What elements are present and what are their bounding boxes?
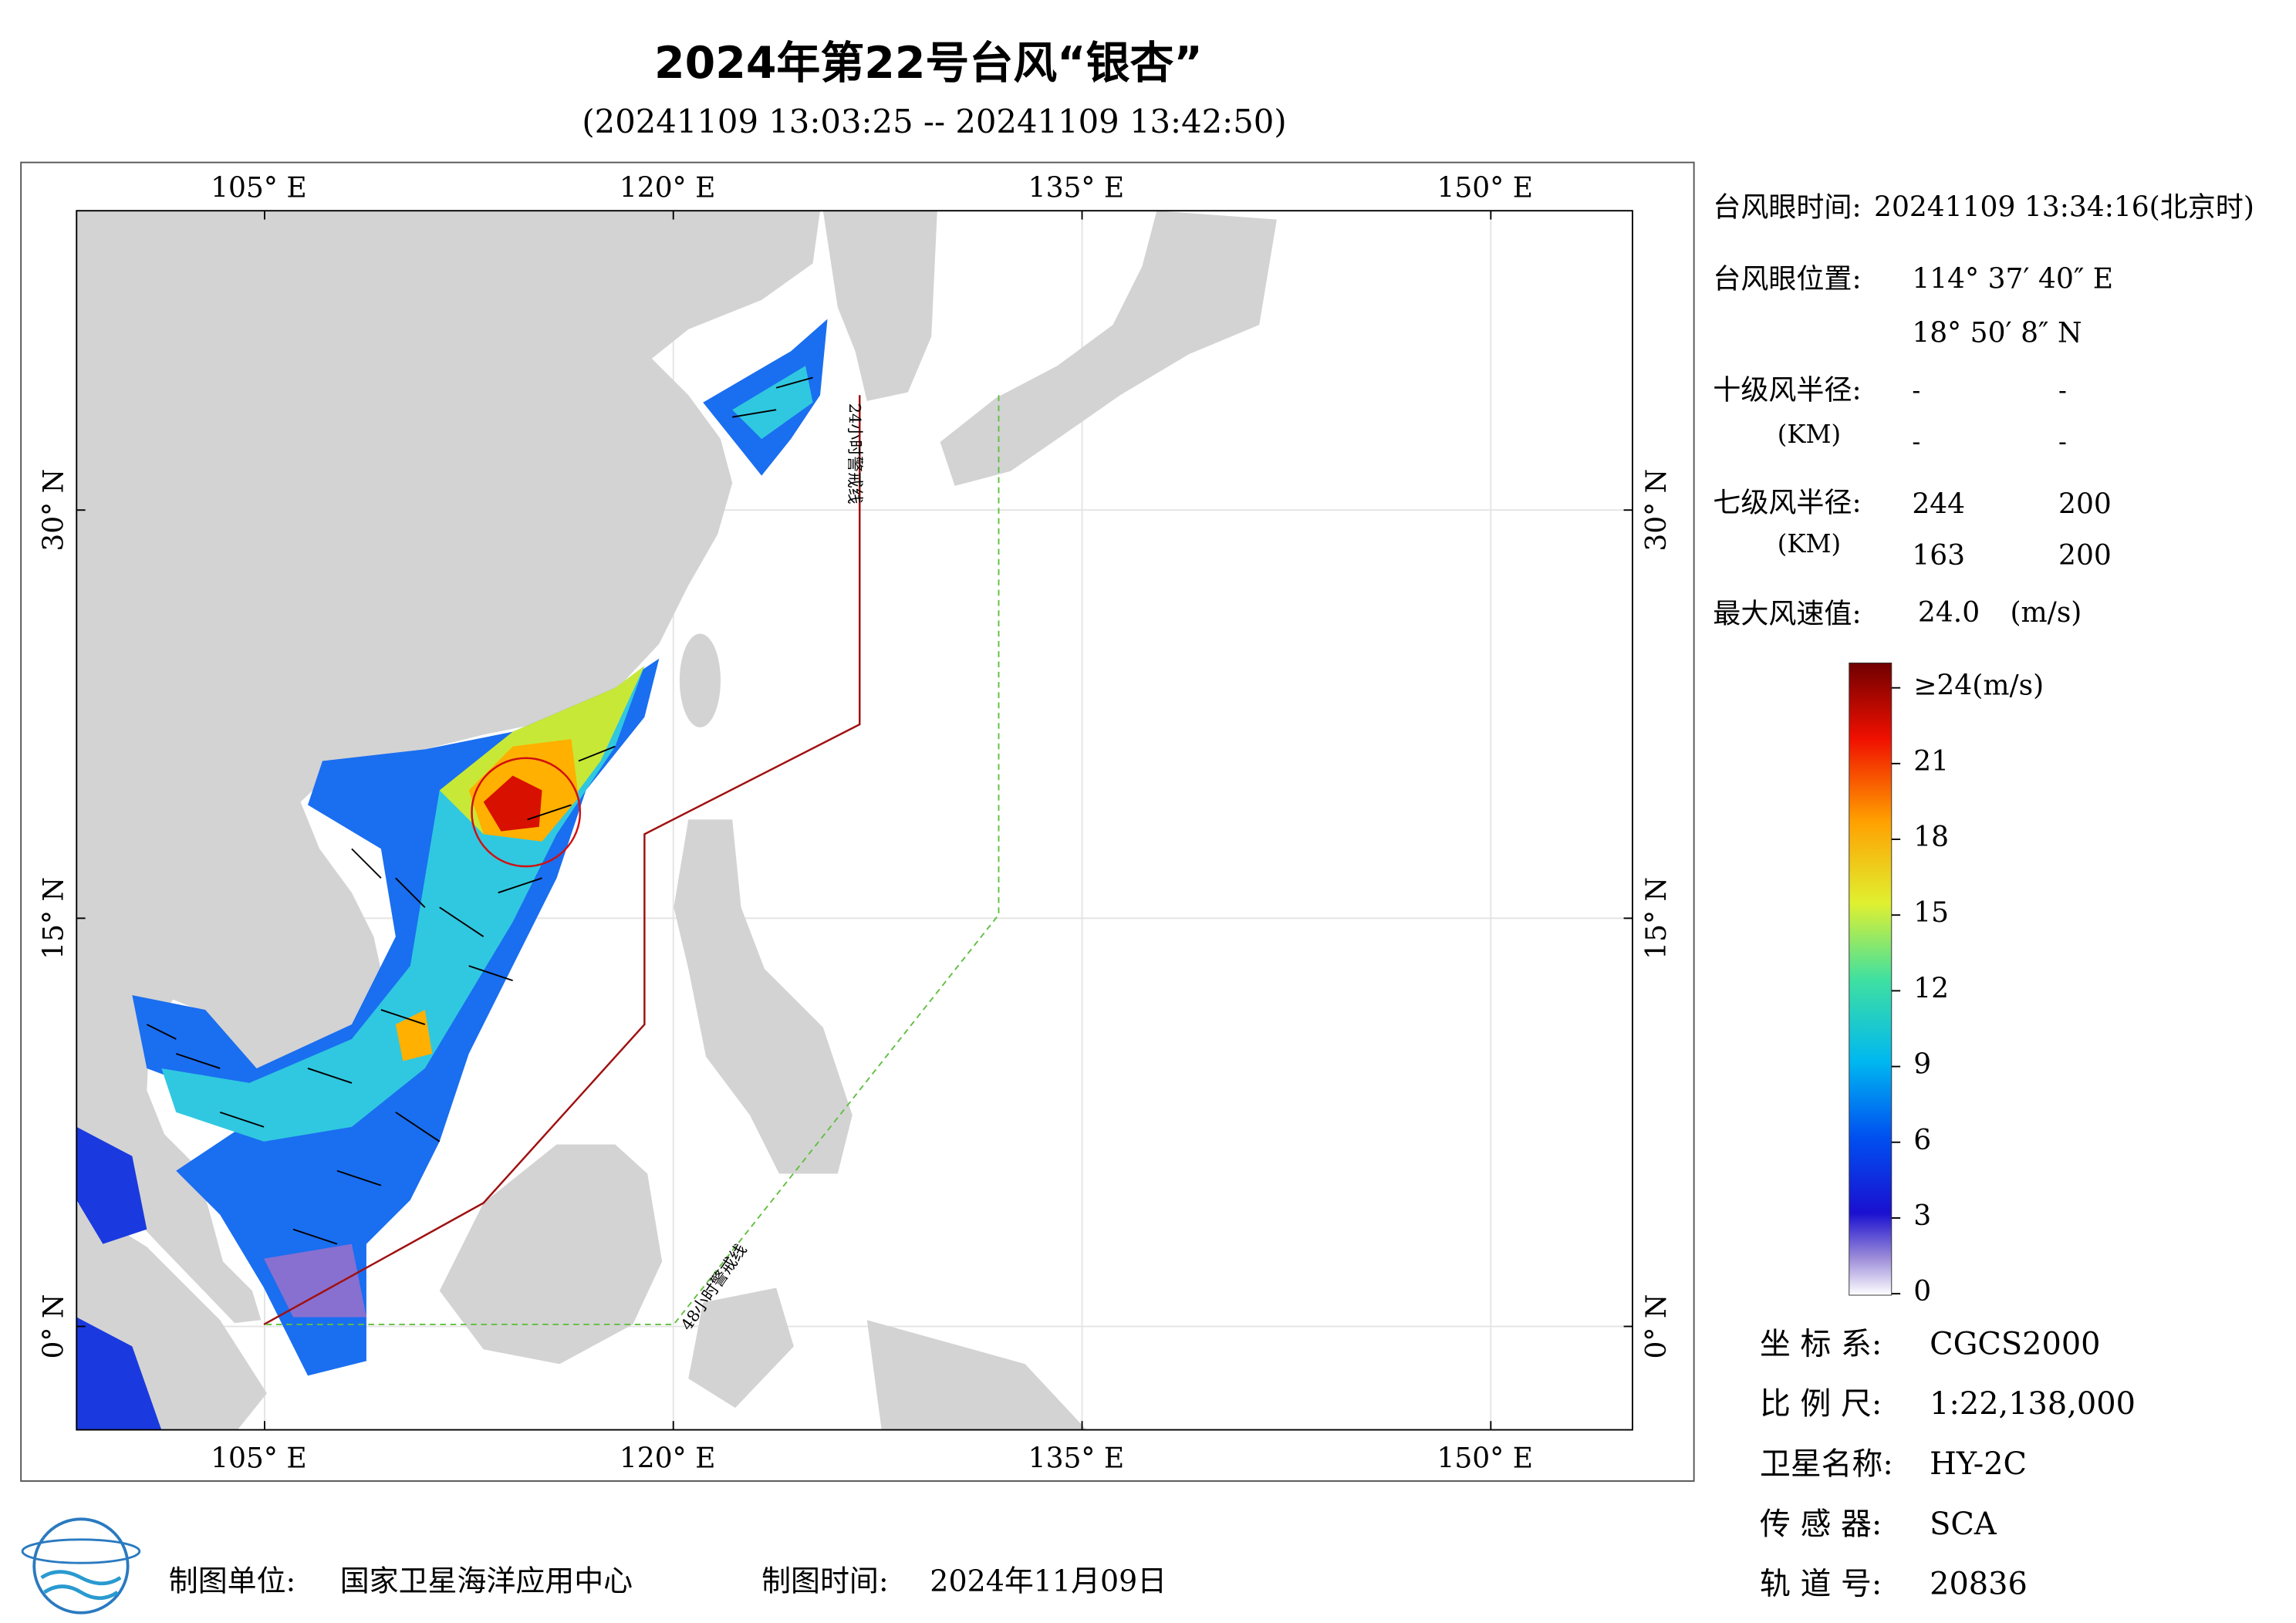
title: 2024年第22号台风“银杏” — [654, 38, 1203, 89]
subtitle: (20241109 13:03:25 -- 20241109 13:42:50) — [582, 103, 1286, 140]
y-tick-label: 15° N — [1641, 877, 1673, 960]
warning-line-24h — [263, 395, 861, 1326]
eye-lat: 18° 50′ 8″ N — [1912, 317, 2082, 349]
r7-unit: (KM) — [1778, 529, 1841, 558]
meta-label: 轨 道 号: — [1760, 1567, 1882, 1602]
colorbar-label: 6 — [1913, 1125, 1931, 1156]
r10-value: - — [2058, 376, 2067, 405]
footer-time: 2024年11月09日 — [930, 1564, 1167, 1598]
x-tick-label: 120° E — [620, 173, 716, 204]
max-wind-unit: (m/s) — [2010, 597, 2082, 629]
footer-time-label: 制图时间: — [761, 1564, 889, 1598]
meta-label: 比 例 尺: — [1760, 1386, 1882, 1422]
eye-position-label: 台风眼位置: — [1713, 263, 1861, 295]
r10-value: - — [2058, 427, 2067, 456]
colorbar-label: 18 — [1913, 822, 1949, 853]
r7-value: 244 — [1912, 488, 1965, 520]
meta-label: 传 感 器: — [1760, 1507, 1882, 1542]
colorbar-label: 0 — [1913, 1276, 1931, 1308]
colorbar-label: 21 — [1913, 746, 1949, 778]
eye-lon: 114° 37′ 40″ E — [1912, 263, 2113, 295]
map-border — [76, 210, 1633, 1431]
frame — [20, 161, 1695, 1482]
meta-value: 20836 — [1930, 1567, 2028, 1602]
max-wind-label: 最大风速值: — [1713, 599, 1861, 630]
x-tick-label: 150° E — [1437, 173, 1533, 204]
meta-value: 1:22,138,000 — [1930, 1386, 2136, 1422]
meta-label: 坐 标 系: — [1760, 1326, 1882, 1361]
max-wind: 24.0 — [1918, 597, 1980, 629]
x-tick-label: 120° E — [620, 1442, 716, 1474]
r7-value: 200 — [2058, 488, 2112, 520]
r10-value: - — [1912, 376, 1920, 405]
colorbar-label: 15 — [1913, 897, 1949, 929]
footer-unit-label: 制图单位: — [169, 1564, 296, 1598]
warning-line-48h — [264, 395, 1000, 1325]
x-tick-label: 135° E — [1028, 1442, 1125, 1474]
warning-label-24h: 24小时警戒线 — [846, 403, 864, 504]
y-tick-label: 0° N — [39, 1294, 70, 1359]
x-tick-label: 150° E — [1437, 1442, 1533, 1474]
x-tick-label: 105° E — [211, 173, 307, 204]
typhoon-radius — [471, 757, 582, 868]
r10-value: - — [1912, 427, 1920, 456]
wind-field — [76, 319, 828, 1430]
colorbar-label: ≥24(m/s) — [1913, 670, 2044, 702]
meta-value: SCA — [1930, 1507, 1997, 1542]
r7-value: 200 — [2058, 540, 2112, 572]
x-tick-label: 105° E — [211, 1442, 307, 1474]
meta-value: CGCS2000 — [1930, 1326, 2100, 1361]
y-tick-label: 30° N — [39, 469, 70, 552]
r7-label: 七级风半径: — [1713, 488, 1861, 519]
r10-label: 十级风半径: — [1713, 374, 1861, 406]
eye-time-label: 台风眼时间: — [1713, 191, 1861, 223]
footer-unit: 国家卫星海洋应用中心 — [340, 1564, 633, 1598]
x-tick-label: 135° E — [1028, 173, 1125, 204]
r10-unit: (KM) — [1778, 420, 1841, 449]
y-tick-label: 0° N — [1641, 1294, 1673, 1359]
r7-value: 163 — [1912, 540, 1965, 572]
logo — [21, 1517, 141, 1615]
eye-time: 20241109 13:34:16(北京时) — [1874, 191, 2254, 223]
map-area: 24小时警戒线 48小时警戒线 — [76, 211, 1633, 1430]
colorbar-label: 12 — [1913, 973, 1949, 1004]
colorbar-label: 9 — [1913, 1049, 1931, 1081]
meta-label: 卫星名称: — [1760, 1446, 1893, 1482]
meta-value: HY-2C — [1930, 1446, 2027, 1482]
y-tick-label: 30° N — [1641, 469, 1673, 552]
colorbar-label: 3 — [1913, 1200, 1931, 1232]
y-tick-label: 15° N — [39, 877, 70, 960]
colorbar — [1849, 662, 1893, 1296]
